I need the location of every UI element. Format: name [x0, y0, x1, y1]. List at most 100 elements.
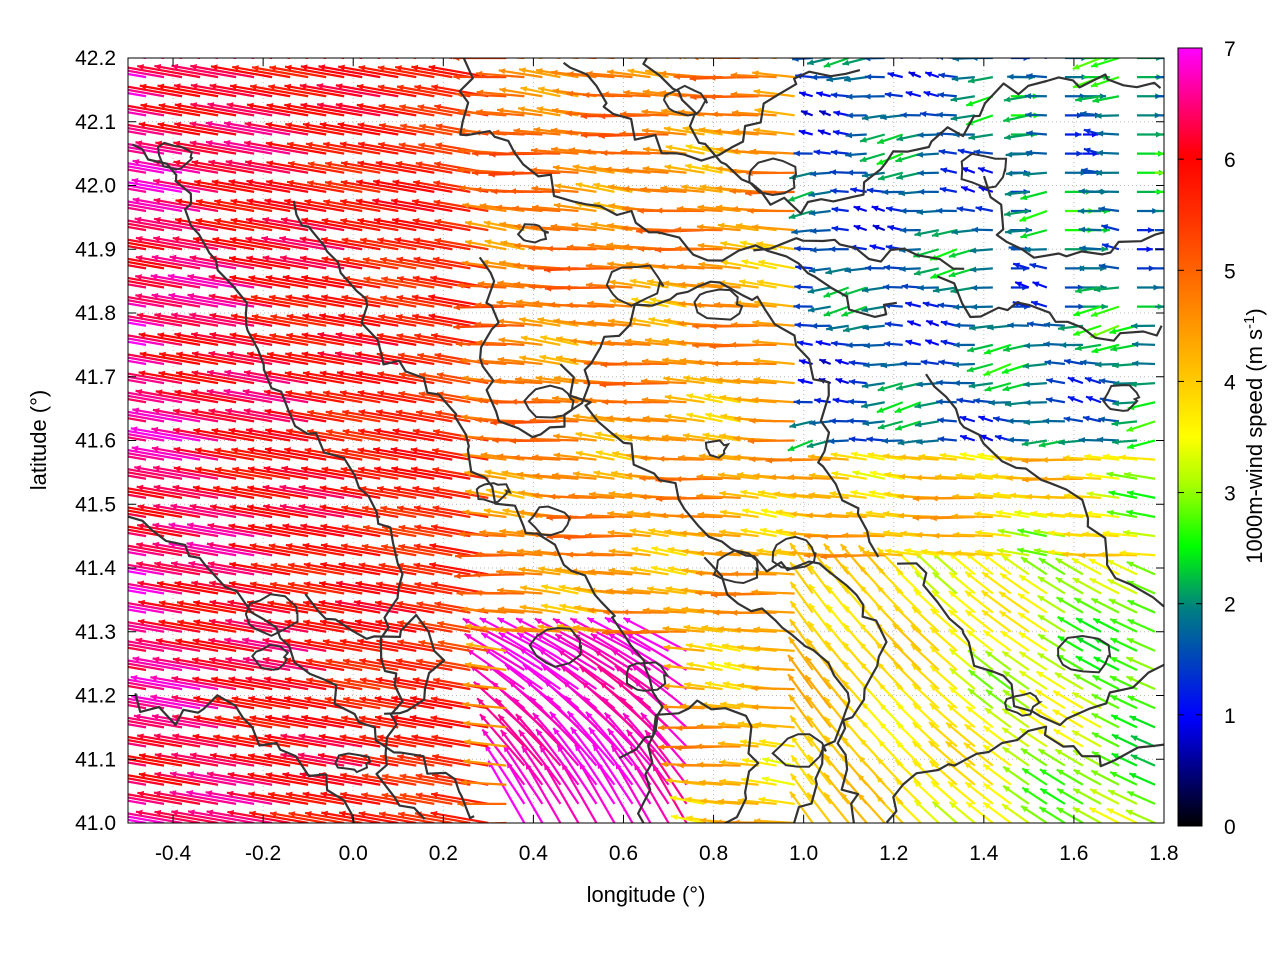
wind-vector-shaft — [128, 512, 147, 519]
wind-vector-head — [925, 339, 933, 346]
wind-vector-head — [966, 366, 974, 373]
wind-vector-head — [118, 121, 125, 127]
wind-vector-shaft — [174, 218, 237, 232]
wind-vector-head — [489, 151, 496, 158]
wind-vector-head — [534, 618, 542, 625]
wind-vector-head — [303, 619, 310, 626]
wind-vector-head — [1132, 360, 1139, 367]
wind-vector-shaft — [130, 427, 201, 442]
wind-vector-head — [847, 417, 854, 425]
wind-vector-head — [359, 658, 367, 665]
colorbar-label: 1000m-wind speed (m s-1) — [1241, 308, 1267, 563]
wind-vector-head — [116, 599, 123, 605]
wind-vector-head — [137, 523, 144, 530]
wind-vector-head — [302, 791, 310, 798]
wind-vector-head — [549, 550, 557, 557]
wind-vector-head — [284, 198, 291, 205]
wind-vector-head — [211, 45, 218, 51]
wind-vector-head — [357, 122, 365, 129]
wind-vector-head — [339, 390, 347, 397]
wind-vector-head — [1093, 286, 1101, 293]
wind-vector-shaft — [223, 121, 291, 136]
wind-vector-shaft — [322, 391, 381, 404]
wind-vector-head — [669, 795, 677, 802]
wind-vector-head — [326, 429, 333, 436]
wind-vector-head — [135, 293, 143, 300]
wind-vector-head — [574, 744, 582, 752]
wind-vector-head — [970, 284, 978, 291]
wind-vector-shaft — [128, 171, 129, 173]
wind-vector-head — [550, 223, 558, 230]
wind-vector-shaft — [531, 398, 579, 404]
wind-vector-head — [531, 396, 539, 403]
wind-vector-shaft — [566, 245, 615, 251]
wind-vector-head — [212, 236, 220, 243]
wind-vector-head — [324, 447, 331, 454]
wind-vector-shaft — [410, 448, 471, 461]
wind-vector-head — [340, 772, 347, 779]
wind-vector-shaft — [192, 638, 255, 652]
wind-vector-shaft — [300, 65, 363, 79]
wind-vector-shaft — [409, 58, 417, 60]
wind-vector-head — [380, 256, 387, 263]
wind-vector-head — [135, 388, 143, 395]
wind-vector-head — [211, 179, 219, 186]
wind-vector-head — [631, 297, 639, 304]
wind-vector-head — [231, 447, 239, 454]
wind-vector-head — [130, 426, 138, 433]
wind-vector-shaft — [648, 747, 688, 805]
wind-vector-head — [694, 302, 702, 309]
wind-vector-head — [377, 485, 384, 492]
wind-vector-head — [358, 428, 365, 435]
wind-vector-head — [284, 102, 291, 109]
wind-vector-head — [397, 620, 404, 627]
wind-vector-shaft — [232, 467, 291, 480]
wind-vector-head — [356, 370, 363, 377]
wind-vector-head — [642, 89, 650, 96]
wind-vector-head — [751, 396, 759, 403]
wind-vector-shaft — [540, 335, 579, 346]
wind-vector-shaft — [128, 257, 183, 270]
wind-vector-shaft — [150, 676, 219, 691]
wind-vector-head — [242, 388, 250, 395]
wind-vector-head — [729, 188, 736, 195]
wind-vector-shaft — [128, 88, 165, 98]
wind-vector-shaft — [186, 523, 255, 538]
wind-vector-head — [358, 409, 366, 416]
wind-vector-shaft — [318, 734, 381, 748]
wind-vector-head — [809, 419, 816, 426]
wind-vector-head — [305, 811, 312, 818]
wind-vector-head — [539, 354, 547, 361]
wind-vector-head — [65, 408, 72, 414]
wind-vector-shaft — [731, 572, 777, 576]
wind-vector-head — [937, 436, 945, 443]
wind-vector-head — [983, 630, 991, 637]
wind-vector-shaft — [343, 276, 399, 289]
wind-vector-head — [264, 752, 272, 759]
wind-vector-head — [191, 580, 199, 587]
wind-vector-shaft — [730, 73, 777, 79]
wind-vector-head — [338, 64, 345, 71]
wind-vector-head — [398, 543, 406, 550]
wind-vector-head — [475, 551, 482, 558]
wind-vector-shaft — [682, 433, 723, 442]
wind-vector-shaft — [619, 132, 669, 136]
wind-vector-head — [867, 451, 875, 459]
wind-vector-head — [358, 562, 366, 569]
wind-vector-shaft — [168, 523, 237, 538]
wind-vector-shaft — [342, 257, 399, 270]
wind-vector-head — [589, 727, 596, 735]
wind-vector-head — [730, 91, 738, 98]
wind-vector-head — [553, 727, 560, 735]
wind-vector-head — [175, 370, 183, 377]
wind-vector-shaft — [535, 728, 580, 786]
wind-vector-head — [681, 184, 688, 191]
wind-vector-head — [730, 321, 738, 328]
wind-vector-head — [460, 779, 468, 786]
wind-vector-shaft — [307, 410, 363, 423]
wind-vector-head — [1043, 321, 1051, 328]
wind-vector-shaft — [631, 297, 669, 308]
wind-vector-head — [319, 485, 327, 492]
wind-vector-head — [642, 415, 650, 422]
wind-vector-shaft — [302, 295, 363, 308]
